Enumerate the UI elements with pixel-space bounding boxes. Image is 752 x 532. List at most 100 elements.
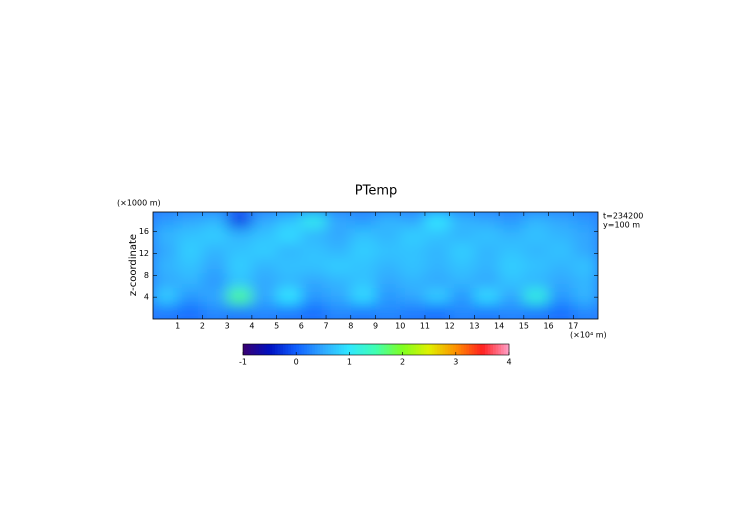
colorbar-swatch <box>250 344 255 355</box>
colorbar-swatch <box>325 344 329 355</box>
heat-cell <box>350 257 376 274</box>
annotation: y=100 m <box>603 221 640 230</box>
colorbar-swatch <box>357 344 361 355</box>
heat-cell <box>474 242 500 259</box>
colorbar-swatch <box>450 344 454 355</box>
heat-cell <box>474 212 500 228</box>
heat-cell <box>227 242 253 259</box>
colorbar-swatch <box>320 344 324 355</box>
colorbar-swatch <box>341 344 345 355</box>
colorbar-swatch <box>471 344 475 355</box>
plot-area <box>153 212 598 319</box>
colorbar-swatch <box>431 344 435 355</box>
heat-cell <box>424 212 451 228</box>
colorbar-swatch <box>277 344 281 355</box>
heat-cell <box>350 303 376 319</box>
heat-cell <box>523 227 550 244</box>
heat-cell <box>326 227 352 244</box>
heat-cell <box>375 257 401 274</box>
heat-cell <box>474 288 500 305</box>
heat-cell <box>474 257 500 274</box>
colorbar-swatch <box>376 344 380 355</box>
colorbar-swatch <box>306 344 310 355</box>
heat-cell <box>573 242 598 259</box>
heat-cell <box>375 303 401 319</box>
heat-cell <box>227 212 253 228</box>
heat-cell <box>424 257 451 274</box>
heat-cell <box>523 303 550 319</box>
heat-cell <box>573 212 598 228</box>
colorbar-swatch <box>333 344 337 355</box>
heat-cell <box>227 288 253 305</box>
colorbar-swatch <box>506 344 510 355</box>
colorbar-swatch <box>447 344 451 355</box>
annotation: t=234200 <box>603 212 643 221</box>
colorbar-swatch <box>264 344 268 355</box>
colorbar-swatch <box>413 344 417 355</box>
heat-cell <box>400 227 426 244</box>
heat-cell <box>499 257 525 274</box>
colorbar-swatch <box>391 344 396 355</box>
colorbar-swatch <box>399 344 403 355</box>
heat-cell <box>573 303 598 319</box>
heat-cell <box>523 288 550 305</box>
colorbar-swatch <box>429 344 433 355</box>
heat-cell <box>400 288 426 305</box>
colorbar-tick-label: 1 <box>347 358 352 367</box>
colorbar-swatch <box>463 344 467 355</box>
colorbar-swatch <box>394 344 398 355</box>
colorbar-swatch <box>386 344 390 355</box>
heat-cell <box>499 227 525 244</box>
heat-cell <box>499 288 525 305</box>
colorbar-swatch <box>485 344 489 355</box>
colorbar-swatch <box>304 344 308 355</box>
colorbar-swatch <box>282 344 286 355</box>
x-tick-label: 12 <box>445 322 455 331</box>
colorbar-swatch <box>442 344 446 355</box>
heat-cell <box>153 257 179 274</box>
colorbar-swatch <box>245 344 249 355</box>
heat-cell <box>474 227 500 244</box>
colorbar-swatch <box>381 344 385 355</box>
colorbar-tick-label: -1 <box>239 358 247 367</box>
colorbar-swatch <box>410 344 414 355</box>
colorbar-swatch <box>328 344 332 355</box>
heat-cell <box>548 212 574 228</box>
colorbar-swatch <box>301 344 305 355</box>
colorbar-swatch <box>272 344 276 355</box>
y-tick-label: 16 <box>139 227 149 236</box>
heat-cell <box>177 288 203 305</box>
y-tick-label: 12 <box>139 249 149 258</box>
colorbar-swatch <box>423 344 427 355</box>
colorbar-swatch <box>248 344 252 355</box>
heat-cell <box>202 257 228 274</box>
heat-cell <box>276 257 302 274</box>
heat-cell <box>375 242 401 259</box>
heat-cell <box>202 227 228 244</box>
heat-cell <box>276 303 302 319</box>
colorbar-swatch <box>402 344 406 355</box>
heat-cell <box>400 273 426 289</box>
heat-cell <box>301 227 327 244</box>
colorbar-swatch <box>354 344 358 355</box>
y-axis-label: z-coordinate <box>128 234 139 296</box>
heat-cell <box>523 273 550 289</box>
y-unit-label: (×1000 m) <box>117 199 161 208</box>
heat-cell <box>449 227 475 244</box>
colorbar <box>243 344 510 355</box>
x-tick-label: 6 <box>299 322 304 331</box>
heat-cell <box>227 257 253 274</box>
colorbar-swatch <box>362 344 366 355</box>
x-tick-label: 7 <box>324 322 329 331</box>
heat-cell <box>301 212 327 228</box>
heat-cell <box>424 288 451 305</box>
colorbar-swatch <box>269 344 273 355</box>
colorbar-swatch <box>365 344 369 355</box>
colorbar-swatch <box>322 344 326 355</box>
colorbar-swatch <box>288 344 292 355</box>
heat-cell <box>301 288 327 305</box>
heat-cell <box>177 273 203 289</box>
colorbar-swatch <box>383 344 388 355</box>
colorbar-swatch <box>445 344 449 355</box>
